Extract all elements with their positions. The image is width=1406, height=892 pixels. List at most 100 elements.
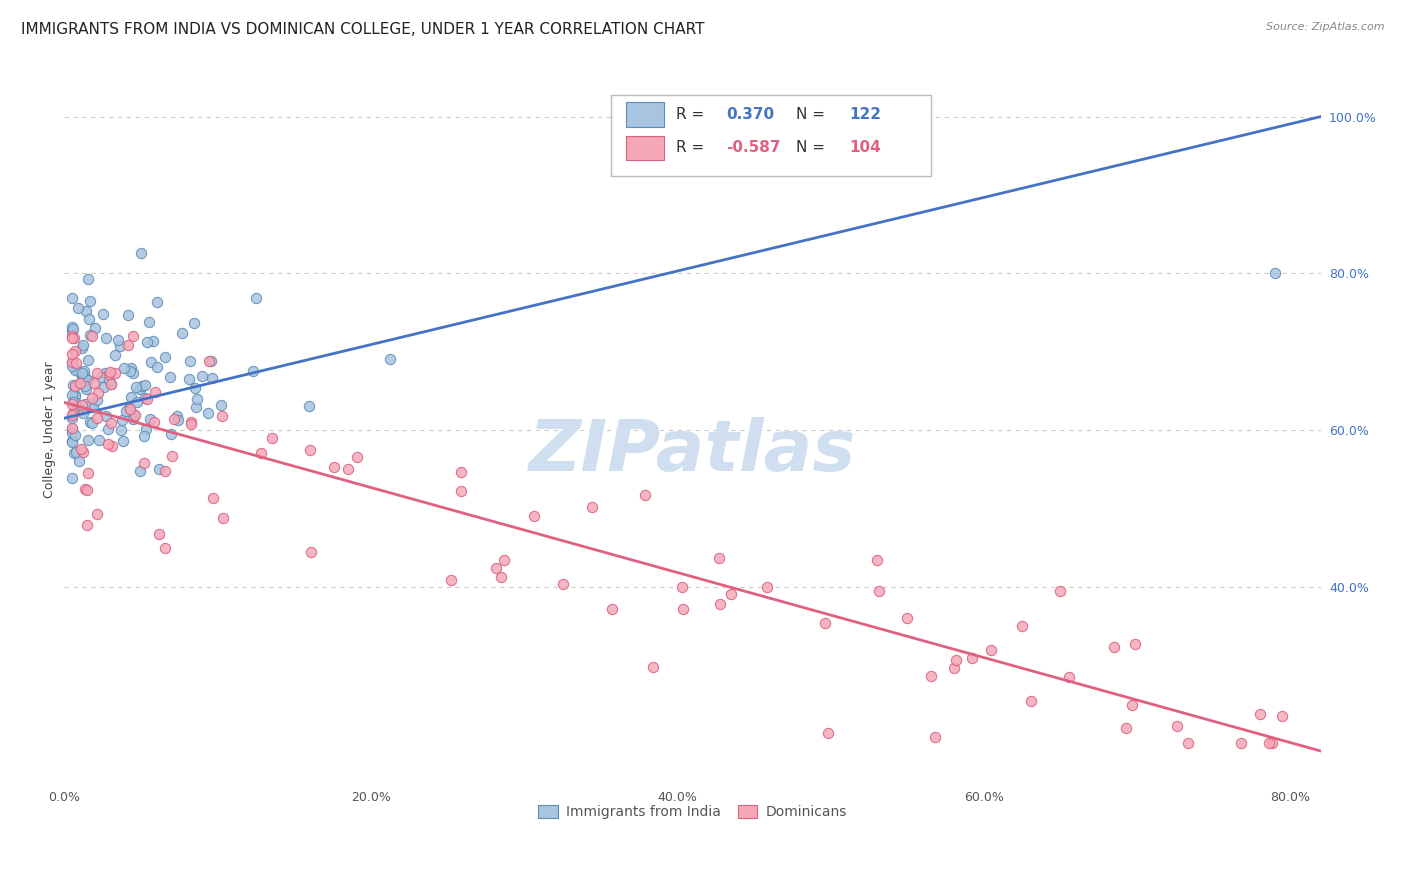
Point — [201, 371, 224, 385]
Point — [581, 500, 603, 514]
Point — [93, 380, 115, 394]
Point — [945, 653, 967, 667]
Point — [73, 364, 96, 378]
Point — [77, 433, 100, 447]
Point — [378, 351, 401, 366]
Point — [86, 366, 108, 380]
Point — [110, 423, 132, 437]
Point — [139, 355, 162, 369]
Point — [600, 602, 623, 616]
Point — [60, 355, 83, 369]
Point — [250, 446, 273, 460]
Point — [82, 397, 104, 411]
Point — [77, 352, 100, 367]
Point — [70, 398, 93, 412]
Point — [167, 413, 190, 427]
Point — [104, 348, 127, 362]
Point — [60, 324, 83, 338]
Point — [200, 353, 222, 368]
Point — [60, 434, 83, 448]
Point — [201, 491, 224, 505]
Point — [924, 731, 946, 745]
Point — [180, 415, 202, 429]
Point — [134, 378, 156, 392]
Point — [641, 660, 664, 674]
Point — [337, 462, 360, 476]
Point — [107, 333, 129, 347]
FancyBboxPatch shape — [612, 95, 931, 176]
Point — [76, 466, 98, 480]
Point — [60, 397, 83, 411]
Point — [1271, 709, 1294, 723]
Text: N =: N = — [796, 107, 830, 122]
Point — [98, 373, 121, 387]
Point — [129, 382, 152, 396]
Point — [72, 337, 94, 351]
Point — [136, 392, 159, 406]
Point — [211, 409, 233, 423]
Point — [115, 404, 138, 418]
Point — [180, 417, 202, 431]
Point — [1177, 736, 1199, 750]
Point — [86, 392, 108, 407]
Point — [1115, 721, 1137, 735]
Point — [960, 651, 983, 665]
Point — [70, 341, 93, 355]
Point — [817, 726, 839, 740]
Point — [755, 581, 778, 595]
Point — [108, 339, 131, 353]
Point — [67, 453, 90, 467]
Point — [492, 553, 515, 567]
Point — [943, 661, 966, 675]
Point — [79, 327, 101, 342]
Point — [117, 337, 139, 351]
Point — [122, 412, 145, 426]
Point — [1121, 698, 1143, 713]
Point — [131, 378, 153, 392]
Point — [155, 541, 177, 555]
Point — [82, 401, 104, 415]
Point — [63, 428, 86, 442]
Point — [60, 409, 83, 423]
Point — [1102, 640, 1125, 654]
Point — [1249, 707, 1271, 722]
Point — [63, 389, 86, 403]
Point — [63, 363, 86, 377]
Point — [60, 426, 83, 441]
Legend: Immigrants from India, Dominicans: Immigrants from India, Dominicans — [533, 799, 852, 825]
Point — [138, 412, 160, 426]
Point — [62, 394, 84, 409]
Point — [485, 560, 508, 574]
Point — [63, 343, 86, 358]
Point — [72, 406, 94, 420]
Point — [72, 402, 94, 417]
Point — [1019, 694, 1042, 708]
Point — [672, 601, 695, 615]
FancyBboxPatch shape — [626, 136, 664, 161]
Point — [76, 374, 98, 388]
Point — [170, 326, 193, 341]
Point — [142, 415, 165, 429]
Point — [145, 384, 167, 399]
Point — [124, 408, 146, 422]
Point — [980, 642, 1002, 657]
Point — [262, 431, 284, 445]
Point — [1230, 736, 1253, 750]
Point — [450, 483, 472, 498]
Point — [62, 405, 84, 419]
Point — [553, 576, 575, 591]
Point — [191, 369, 214, 384]
Point — [76, 483, 98, 498]
Point — [72, 444, 94, 458]
FancyBboxPatch shape — [626, 103, 664, 128]
Point — [298, 399, 321, 413]
Point — [100, 376, 122, 391]
Text: R =: R = — [676, 107, 710, 122]
Point — [66, 402, 89, 417]
Point — [120, 361, 142, 376]
Text: Source: ZipAtlas.com: Source: ZipAtlas.com — [1267, 22, 1385, 32]
Point — [1123, 637, 1146, 651]
Point — [87, 434, 110, 448]
Point — [134, 391, 156, 405]
Point — [86, 507, 108, 521]
